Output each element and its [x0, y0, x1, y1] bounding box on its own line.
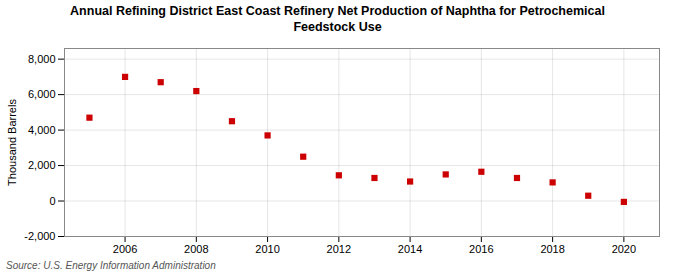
- svg-text:2008: 2008: [184, 243, 208, 255]
- svg-text:Thousand Barrels: Thousand Barrels: [6, 98, 18, 185]
- svg-text:2020: 2020: [612, 243, 636, 255]
- svg-text:4,000: 4,000: [28, 123, 56, 135]
- svg-text:2012: 2012: [327, 243, 351, 255]
- svg-text:2006: 2006: [113, 243, 137, 255]
- svg-text:2,000: 2,000: [28, 159, 56, 171]
- svg-text:2018: 2018: [540, 243, 564, 255]
- svg-text:2014: 2014: [398, 243, 422, 255]
- svg-text:2010: 2010: [255, 243, 279, 255]
- html-text:Source: U.S. Energy Informatio: Source: U.S. Energy Information Administ…: [6, 259, 216, 271]
- svg-text:-2,000: -2,000: [24, 230, 55, 242]
- svg-text:8,000: 8,000: [28, 52, 56, 64]
- svg-text:2016: 2016: [469, 243, 493, 255]
- svg-text:6,000: 6,000: [28, 88, 56, 100]
- html-text:Annual Refining District East: Annual Refining District East Coast Refi…: [70, 4, 605, 35]
- svg-text:0: 0: [49, 194, 55, 206]
